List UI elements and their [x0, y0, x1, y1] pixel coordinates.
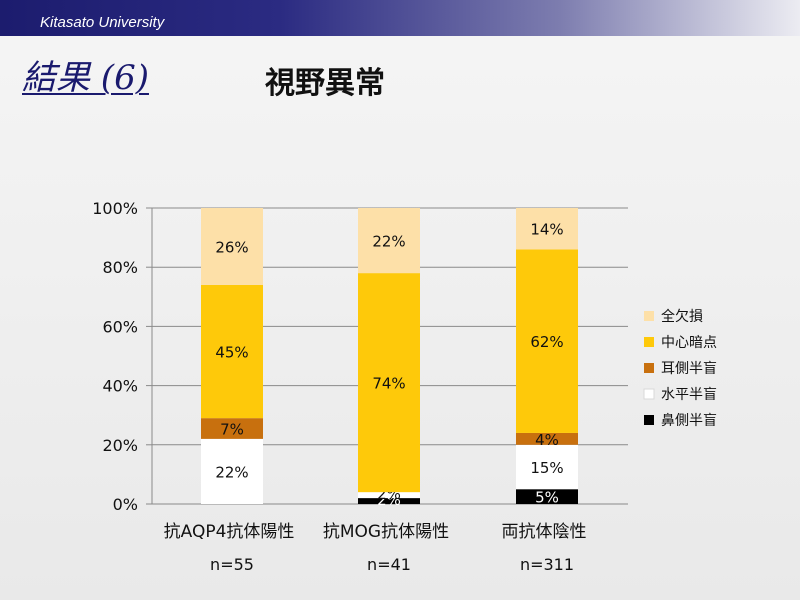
y-tick-label: 60%: [102, 317, 138, 336]
legend-label: 鼻側半盲: [661, 412, 717, 429]
legend-swatch: [644, 311, 654, 321]
legend-label: 水平半盲: [661, 386, 717, 403]
data-label: 5%: [535, 489, 559, 507]
banner-text: Kitasato University: [40, 14, 165, 31]
bar-segment: [516, 489, 578, 504]
sample-size-label: n=55: [210, 555, 254, 574]
bar-segment: [358, 492, 420, 499]
data-label: 15%: [530, 459, 563, 477]
y-tick-label: 20%: [102, 436, 138, 455]
slide-title: 視野異常: [265, 66, 385, 101]
legend-swatch: [643, 388, 655, 400]
bar-segment: [201, 418, 263, 439]
data-label: 62%: [530, 333, 563, 351]
bar-segment: [201, 208, 263, 285]
x-category-label: 抗AQP4抗体陽性: [164, 522, 295, 542]
legend-swatch: [644, 363, 654, 373]
section-title: 結果 (6): [22, 58, 149, 98]
y-tick-label: 40%: [102, 377, 138, 396]
sample-size-label: n=311: [520, 555, 574, 574]
bar-segment: [516, 208, 578, 250]
x-category-label: 両抗体陰性: [502, 522, 587, 542]
bar-segment: [358, 498, 420, 504]
y-tick-label: 80%: [102, 258, 138, 277]
y-tick-label: 100%: [92, 199, 138, 218]
bar-segment: [516, 432, 578, 445]
data-label: 26%: [215, 238, 248, 256]
legend-swatch: [644, 337, 654, 347]
header-banner: Kitasato University: [0, 0, 800, 36]
data-label: 14%: [530, 221, 563, 239]
x-axis: 抗AQP4抗体陽性 n=55 抗MOG抗体陽性 n=41 両抗体陰性 n=311: [164, 522, 587, 574]
data-label: 45%: [215, 344, 248, 362]
bar-segment: [358, 208, 420, 274]
legend-label: 全欠損: [661, 308, 703, 325]
data-label: 22%: [372, 233, 405, 251]
data-label: 4%: [535, 431, 559, 449]
legend-label: 中心暗点: [661, 335, 717, 351]
data-label: 7%: [220, 421, 244, 439]
y-axis: 0% 20% 40% 60% 80% 100%: [92, 199, 153, 514]
bar-segment: [201, 438, 263, 504]
legend-label: 耳側半盲: [661, 360, 717, 377]
bar-segment: [516, 444, 578, 490]
x-category-label: 抗MOG抗体陽性: [323, 522, 449, 542]
bar-segment: [201, 284, 263, 419]
chart-bars: 22%7%45%26%2%2%74%22%5%15%4%62%14%: [201, 208, 578, 509]
bar-segment: [358, 273, 420, 493]
bar-segment: [516, 249, 578, 433]
y-tick-label: 0%: [113, 495, 138, 514]
data-label: 74%: [372, 375, 405, 393]
sample-size-label: n=41: [367, 555, 411, 574]
data-label: 22%: [215, 463, 248, 481]
legend-swatch: [644, 415, 654, 425]
